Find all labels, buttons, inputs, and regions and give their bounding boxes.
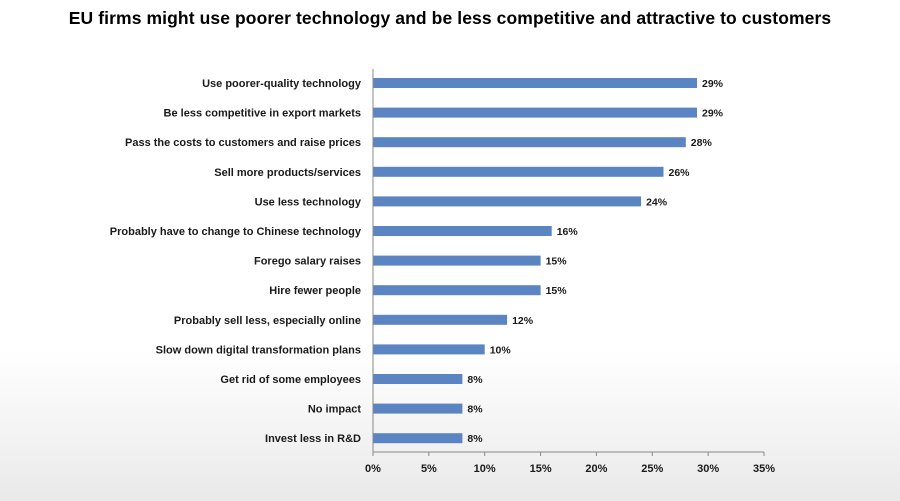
bar xyxy=(373,137,686,148)
category-label: Probably have to change to Chinese techn… xyxy=(110,226,362,238)
bar xyxy=(373,285,541,296)
category-label: Sell more products/services xyxy=(214,167,361,179)
data-label: 16% xyxy=(557,226,579,238)
category-label: Pass the costs to customers and raise pr… xyxy=(125,137,361,149)
category-label: Be less competitive in export markets xyxy=(164,108,361,120)
data-label: 12% xyxy=(512,315,534,327)
data-label: 26% xyxy=(669,167,691,179)
bar xyxy=(373,196,642,207)
x-tick-label: 35% xyxy=(753,463,775,475)
data-label: 29% xyxy=(702,78,724,90)
bar xyxy=(373,374,463,384)
data-label: 29% xyxy=(702,108,724,120)
category-label: Hire fewer people xyxy=(269,285,361,297)
bar xyxy=(373,78,697,88)
data-label: 8% xyxy=(467,374,483,386)
x-tick-label: 30% xyxy=(697,463,719,475)
bar xyxy=(373,433,463,444)
bar xyxy=(373,255,541,266)
category-label: Forego salary raises xyxy=(254,256,361,268)
x-tick-label: 15% xyxy=(530,463,552,475)
chart-title: EU firms might use poorer technology and… xyxy=(68,8,832,28)
x-tick-label: 0% xyxy=(365,463,381,475)
category-label: Probably sell less, especially online xyxy=(174,315,361,327)
data-label: 8% xyxy=(467,433,483,445)
x-tick-label: 5% xyxy=(421,463,437,475)
category-label: Slow down digital transformation plans xyxy=(156,344,361,356)
bar xyxy=(373,403,463,414)
category-label: Invest less in R&D xyxy=(265,433,361,445)
data-label: 24% xyxy=(646,196,668,208)
data-label: 15% xyxy=(546,256,568,268)
category-label: Get rid of some employees xyxy=(220,374,361,386)
x-tick-label: 20% xyxy=(585,463,607,475)
data-label: 8% xyxy=(467,404,483,416)
bar xyxy=(373,107,697,118)
data-label: 10% xyxy=(490,344,512,356)
bar xyxy=(373,314,508,325)
data-label: 28% xyxy=(691,137,713,149)
x-tick-label: 25% xyxy=(641,463,663,475)
category-label: No impact xyxy=(308,404,362,416)
bar xyxy=(373,226,552,236)
data-label: 15% xyxy=(546,285,568,297)
bar xyxy=(373,166,664,177)
category-label: Use less technology xyxy=(255,196,362,208)
bar xyxy=(373,344,485,355)
x-tick-label: 10% xyxy=(474,463,496,475)
category-label: Use poorer-quality technology xyxy=(202,78,362,90)
